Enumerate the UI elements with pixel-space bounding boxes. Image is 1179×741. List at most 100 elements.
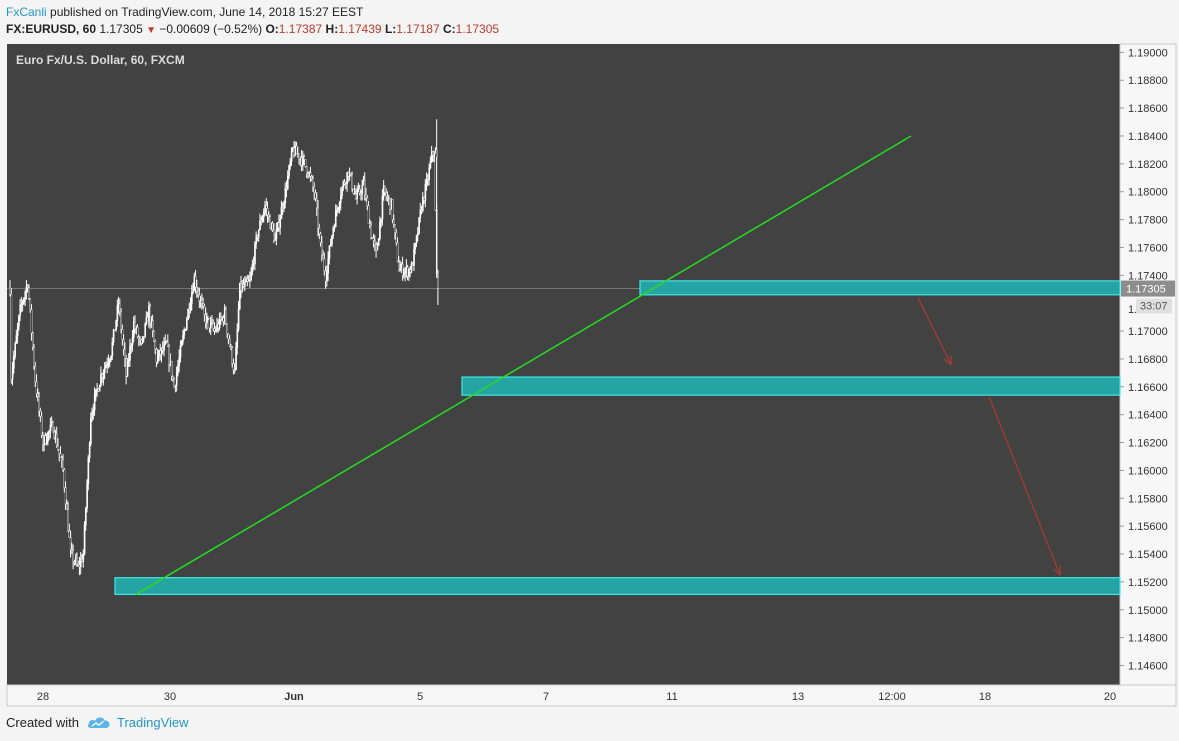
candle-body xyxy=(54,433,57,438)
price-change: −0.00609 (−0.52%) xyxy=(159,22,263,36)
candle-body xyxy=(355,193,357,199)
candle-body xyxy=(314,192,317,199)
candle-body xyxy=(322,254,324,260)
candle-body xyxy=(433,153,436,156)
candle-body xyxy=(317,207,319,229)
candle-body xyxy=(91,412,93,419)
y-tick-label: 1.15000 xyxy=(1128,605,1168,617)
candle-body xyxy=(189,303,192,312)
candle-body xyxy=(365,194,367,199)
tradingview-link[interactable]: TradingView xyxy=(116,715,189,730)
candle-body xyxy=(348,172,351,177)
candle-body xyxy=(56,433,58,447)
time-axis xyxy=(6,684,1177,707)
candle-body xyxy=(242,284,245,287)
x-tick-label: Jun xyxy=(284,691,304,703)
y-tick-label: 1.17600 xyxy=(1128,242,1168,254)
y-tick-label: 1.16600 xyxy=(1128,382,1168,394)
candle-body xyxy=(300,157,303,166)
candle-body xyxy=(92,410,95,414)
candle-body xyxy=(430,151,433,162)
candle-body xyxy=(187,309,189,320)
candle-body xyxy=(245,279,247,283)
candle-body xyxy=(408,269,410,277)
candle-body xyxy=(25,286,28,293)
candle-body xyxy=(369,223,371,226)
author-link[interactable]: FxCanli xyxy=(6,5,47,19)
candle-body xyxy=(324,270,327,282)
candle-body xyxy=(358,188,361,194)
candle-body xyxy=(111,341,114,357)
x-tick-label: 7 xyxy=(543,691,549,703)
candle-body xyxy=(405,266,408,271)
candle-body xyxy=(226,323,229,335)
candle-body xyxy=(47,432,49,442)
y-tick-label: 1.19000 xyxy=(1128,47,1168,59)
candle-body xyxy=(254,243,256,265)
candle-body xyxy=(217,324,220,329)
x-tick-label: 13 xyxy=(792,691,804,703)
candle-body xyxy=(95,389,97,396)
price-axis xyxy=(1119,43,1177,686)
candle-body xyxy=(352,188,355,194)
candle-body xyxy=(343,182,346,184)
candle-body xyxy=(394,224,396,233)
candle-body xyxy=(281,207,284,209)
low-value: 1.17187 xyxy=(396,22,440,36)
candle-body xyxy=(418,217,420,234)
candle-body xyxy=(256,235,259,238)
candle-body xyxy=(100,374,102,386)
y-tick-label: 1.18200 xyxy=(1128,159,1168,171)
candle-body xyxy=(29,298,32,310)
candle-body xyxy=(395,232,398,243)
y-tick-label: 1.15800 xyxy=(1128,493,1168,505)
candle-body xyxy=(410,263,413,273)
candle-body xyxy=(67,509,69,532)
candle-body xyxy=(380,218,383,223)
candle-body xyxy=(305,166,308,174)
candle-body xyxy=(37,393,39,397)
symbol-info: FX:EURUSD, 60 1.17305 ▼ −0.00609 (−0.52%… xyxy=(6,22,499,36)
symbol-label: FX:EURUSD, 60 xyxy=(6,22,97,36)
candle-body xyxy=(307,173,309,176)
candle-body xyxy=(42,435,44,445)
y-tick-label: 1.16200 xyxy=(1128,438,1168,450)
candle-body xyxy=(127,360,130,362)
candle-body xyxy=(138,336,140,339)
candle-body xyxy=(202,303,205,307)
candle-body xyxy=(81,559,83,562)
candle-body xyxy=(393,219,395,225)
y-tick-label: 1.17400 xyxy=(1128,270,1168,282)
candle-body xyxy=(87,457,90,485)
candle-body xyxy=(162,347,164,351)
x-tick-label: 28 xyxy=(37,691,49,703)
candle-body xyxy=(146,316,149,322)
candle-body xyxy=(299,157,302,160)
close-value: 1.17305 xyxy=(455,22,500,36)
candle-body xyxy=(101,374,104,378)
candle-body xyxy=(310,176,313,179)
candle-body xyxy=(197,290,199,296)
x-tick-label: 30 xyxy=(164,691,176,703)
y-tick-label: 1.18000 xyxy=(1128,187,1168,199)
candle-body xyxy=(377,238,380,246)
candle-body xyxy=(419,209,422,218)
candle-body xyxy=(293,147,295,156)
candle-body xyxy=(312,178,314,188)
candle-body xyxy=(244,281,246,287)
candle-body xyxy=(247,280,250,282)
projection-arrow xyxy=(988,396,1061,576)
arrow-head-icon xyxy=(1053,565,1062,576)
y-tick-label: 1.16000 xyxy=(1128,465,1168,477)
candle-body xyxy=(145,316,148,325)
candle-body xyxy=(50,422,53,426)
candle-body xyxy=(396,242,399,262)
publish-text: published on TradingView.com, June 14, 2… xyxy=(46,5,364,19)
candle-body xyxy=(425,179,428,185)
candle-body xyxy=(406,266,409,277)
projection-arrow xyxy=(917,297,952,365)
low-label: L: xyxy=(384,22,397,36)
candle-body xyxy=(211,321,213,324)
candle-body xyxy=(389,197,391,210)
